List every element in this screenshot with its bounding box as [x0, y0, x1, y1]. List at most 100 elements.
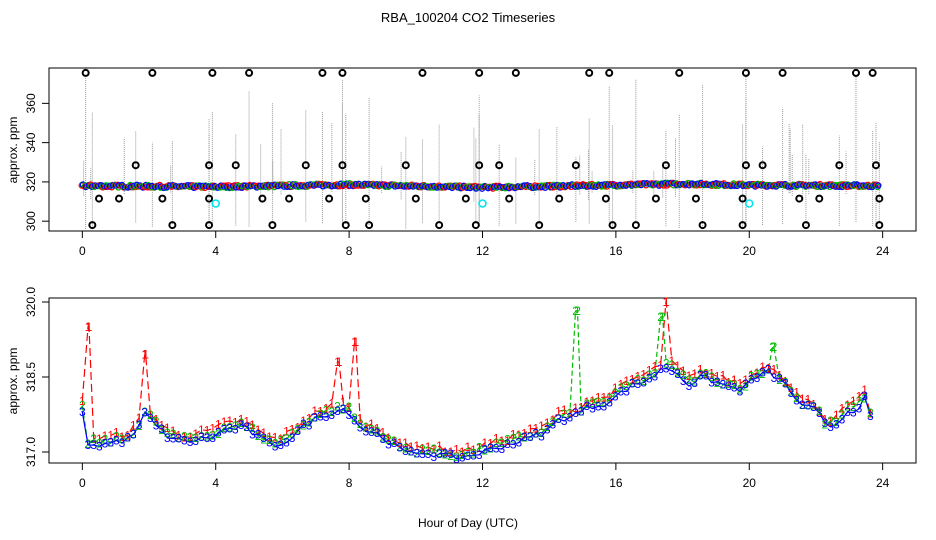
series-3-marker: 3 [822, 416, 829, 430]
series-3-marker: 3 [606, 395, 613, 409]
top-raw-traces [83, 75, 880, 230]
outlier-bottom-point [341, 221, 350, 230]
outlier-high-point [81, 68, 90, 77]
series-2-marker: 2 [113, 430, 120, 444]
bottom-x-axis: 0 4 8 12 16 20 24 [79, 463, 890, 490]
series-3-marker: 3 [436, 447, 443, 461]
series-2-marker: 2 [850, 400, 857, 414]
series-3-marker: 3 [368, 425, 375, 439]
series-2-marker: 2 [731, 378, 738, 392]
series-3-marker: 3 [805, 398, 812, 412]
bottom-x-tick-label: 12 [476, 476, 490, 490]
series-1-marker: 1 [782, 375, 789, 389]
series-2-marker: 2 [277, 434, 284, 448]
series-3-marker: 3 [277, 438, 284, 452]
series-3-marker: 3 [771, 371, 778, 385]
series-3-marker: 3 [680, 374, 687, 388]
series-2-marker: 2 [663, 357, 670, 371]
series-2-marker: 2 [238, 416, 245, 430]
series-3-marker: 3 [629, 377, 636, 391]
series-2-marker: 2 [498, 436, 505, 450]
series-2-marker: 2 [311, 411, 318, 425]
outlier-low-point [95, 194, 104, 203]
series-3-marker: 3 [362, 425, 369, 439]
series-2-marker: 2 [215, 427, 222, 441]
series-1-marker: 1 [226, 414, 233, 428]
series-3-marker: 3 [669, 364, 676, 378]
series-2-marker: 2 [130, 427, 137, 441]
outlier-bottom-point [205, 221, 214, 230]
series-3-marker: 3 [714, 375, 721, 389]
series-2-marker: 2 [550, 415, 557, 429]
outlier-bottom-point [608, 221, 617, 230]
top-x-tick-label: 24 [876, 244, 890, 258]
series-3-marker: 3 [164, 431, 171, 445]
series-3-marker: 3 [328, 408, 335, 422]
outlier-high-point [475, 68, 484, 77]
series-2-marker: 2 [578, 405, 585, 419]
series-2-marker: 2 [861, 391, 868, 405]
series-2-marker: 2 [164, 426, 171, 440]
series-1-marker: 1 [86, 320, 93, 334]
outlier-low-point [738, 194, 747, 203]
series-3-marker: 3 [317, 410, 324, 424]
series-1-marker: 1 [827, 415, 834, 429]
series-3-marker: 3 [357, 420, 364, 434]
series-3-marker: 3 [759, 366, 766, 380]
series-2-marker: 2 [481, 444, 488, 458]
series-2-marker: 2 [249, 421, 256, 435]
series-2-marker: 2 [533, 426, 540, 440]
bottom-x-tick-label: 24 [876, 476, 890, 490]
series-2-marker: 2 [765, 362, 772, 376]
series-3-marker: 3 [584, 399, 591, 413]
series-3-marker: 3 [839, 412, 846, 426]
series-3-marker: 3 [476, 448, 483, 462]
series-3-marker: 3 [799, 398, 806, 412]
series-2-marker: 2 [748, 370, 755, 384]
series-2-marker: 2 [102, 432, 109, 446]
series-1-marker: 1 [487, 437, 494, 451]
outlier-low-point [115, 194, 124, 203]
bottom-y-tick-label: 320.0 [24, 287, 38, 317]
series-2-marker: 2 [96, 436, 103, 450]
series-2-marker: 2 [646, 368, 653, 382]
series-3-marker: 3 [748, 373, 755, 387]
series-1-marker: 1 [142, 348, 149, 362]
series-1-marker: 1 [674, 359, 681, 373]
series-2-marker: 2 [436, 446, 443, 460]
outlier-mid-point [835, 161, 844, 170]
outlier-high-point [675, 68, 684, 77]
series-1-marker: 1 [170, 424, 177, 438]
series-2-marker: 2 [453, 450, 460, 464]
series-1-marker: 1 [618, 377, 625, 391]
top-y-tick-label: 320 [24, 172, 38, 192]
series-1-marker: 1 [833, 408, 840, 422]
series-3-marker: 3 [793, 394, 800, 408]
series-2-marker: 2 [754, 367, 761, 381]
series-2-marker: 2 [357, 417, 364, 431]
series-2-marker: 2 [659, 310, 666, 324]
series-1-marker: 1 [192, 427, 199, 441]
series-1-marker: 1 [680, 364, 687, 378]
outlier-high-point [741, 68, 750, 77]
series-2-marker: 2 [742, 379, 749, 393]
outlier-low-point [285, 194, 294, 203]
series-1-marker: 1 [516, 428, 523, 442]
series-2-marker: 2 [640, 374, 647, 388]
series-3-marker: 3 [578, 405, 585, 419]
series-3-marker: 3 [567, 410, 574, 424]
series-1-marker: 1 [351, 335, 358, 349]
series-3-marker: 3 [102, 437, 109, 451]
series-1-marker: 1 [352, 335, 359, 349]
outlier-bottom-point [268, 221, 277, 230]
series-2-marker: 2 [391, 434, 398, 448]
series-2-marker: 2 [187, 430, 194, 444]
outlier-high-point [208, 68, 217, 77]
series-3-marker: 3 [691, 376, 698, 390]
series-3-marker: 3 [113, 434, 120, 448]
bottom-x-tick-label: 16 [609, 476, 623, 490]
series-1-marker: 1 [589, 394, 596, 408]
series-2-marker: 2 [459, 448, 466, 462]
series-1-marker: 1 [742, 373, 749, 387]
series-3-marker: 3 [555, 412, 562, 426]
